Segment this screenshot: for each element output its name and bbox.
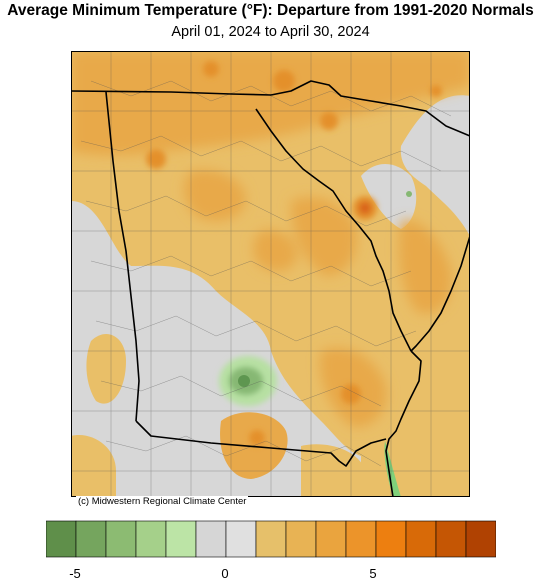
legend-swatch xyxy=(225,520,257,558)
warm-anomaly-bands xyxy=(71,51,470,427)
sc-coast xyxy=(410,235,470,352)
near-normal-northeast xyxy=(400,95,470,236)
legend-swatch xyxy=(135,520,167,558)
legend-swatch xyxy=(165,520,197,558)
coastal-strip xyxy=(384,441,401,497)
near-normal-region xyxy=(71,201,361,497)
atlantic-coast xyxy=(385,350,422,497)
legend-swatch xyxy=(315,520,347,558)
ga-fl-border xyxy=(135,420,387,467)
near-normal-sc xyxy=(361,163,417,229)
legend-swatch xyxy=(75,520,107,558)
warm-pocket-southeast xyxy=(301,444,366,497)
legend-colorbar xyxy=(46,520,496,558)
cool-anomaly xyxy=(219,191,412,406)
county-boundaries xyxy=(71,51,470,497)
legend-swatch xyxy=(255,520,287,558)
legend-swatch xyxy=(195,520,227,558)
temperature-departure-map xyxy=(71,51,470,497)
warm-pocket-far-west xyxy=(71,435,116,497)
map-frame xyxy=(71,51,470,497)
legend-tick-5: 5 xyxy=(369,566,377,581)
legend-swatch xyxy=(405,520,437,558)
ga-sc-border xyxy=(255,108,412,352)
credit-label: (c) Midwestern Regional Climate Center xyxy=(76,496,249,507)
legend-tick-neg5: -5 xyxy=(69,566,81,581)
warm-pocket-west xyxy=(86,333,126,404)
state-boundaries xyxy=(71,80,470,497)
nc-sc-border xyxy=(270,80,470,137)
ga-north-border xyxy=(71,90,272,96)
legend-swatch xyxy=(46,520,77,558)
map-subtitle: April 01, 2024 to April 30, 2024 xyxy=(171,24,370,40)
legend-swatch xyxy=(435,520,467,558)
legend-swatch xyxy=(345,520,377,558)
map-title: Average Minimum Temperature (°F): Depart… xyxy=(0,2,541,20)
legend-tick-0: 0 xyxy=(221,566,229,581)
ga-al-border xyxy=(105,91,140,422)
legend-swatch xyxy=(105,520,137,558)
legend-swatch xyxy=(375,520,407,558)
title-text: Average Minimum Temperature (°F): Depart… xyxy=(7,2,534,19)
legend-swatch xyxy=(285,520,317,558)
legend-swatch xyxy=(465,520,496,558)
